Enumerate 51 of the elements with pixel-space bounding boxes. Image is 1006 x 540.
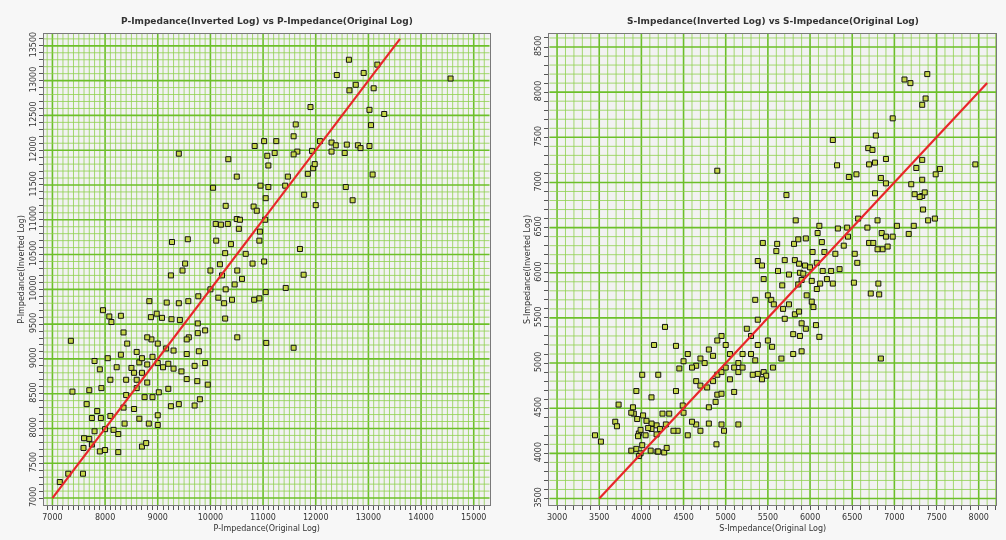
x-tick-label: 7500 (926, 512, 947, 522)
x-tick-label: 7000 (884, 512, 905, 522)
x-tick-label: 8000 (968, 512, 989, 522)
y-tick-label: 12000 (28, 136, 38, 162)
x-tick-label: 12000 (303, 512, 329, 522)
y-tick-label: 13000 (28, 66, 38, 93)
x-tick-label: 3000 (546, 512, 568, 522)
x-tick-label: 5500 (757, 512, 779, 522)
y-tick-label: 8500 (534, 35, 544, 56)
y-tick-label: 5000 (534, 351, 544, 373)
x-tick-label: 7000 (42, 512, 63, 522)
x-tick-label: 5000 (715, 512, 736, 522)
y-tick-label: 8500 (28, 382, 38, 403)
y-tick-label: 9000 (28, 347, 38, 368)
x-axis-title: P-Impedance(Original Log) (213, 523, 320, 533)
x-tick-label: 14000 (408, 512, 434, 522)
y-tick-label: 4500 (534, 396, 544, 418)
y-tick-label: 6500 (534, 216, 544, 237)
x-tick-label: 13000 (355, 512, 382, 522)
y-tick-label: 5500 (534, 306, 544, 327)
y-tick-label: 13500 (28, 31, 38, 58)
y-tick-label: 9500 (28, 312, 38, 334)
x-tick-label: 15000 (461, 512, 487, 522)
y-tick-label: 10500 (28, 240, 38, 267)
x-tick-label: 6500 (842, 512, 863, 522)
y-tick-label: 6000 (534, 261, 544, 282)
y-axis-title: P-Impedance(Inverted Log) (17, 215, 27, 324)
chart-title: S-Impedance(Inverted Log) vs S-Impedance(Original Log) (627, 16, 919, 26)
y-tick-label: 7000 (28, 486, 38, 508)
y-tick-label: 11000 (28, 205, 38, 232)
chart-title: P-Impedance(Inverted Log) vs P-Impedance(Original Log) (121, 16, 413, 26)
y-tick-label: 3500 (534, 487, 544, 508)
x-tick-label: 4500 (673, 512, 694, 522)
x-tick-label: 8000 (94, 512, 116, 522)
y-tick-label: 8000 (534, 80, 544, 102)
y-tick-label: 10000 (28, 275, 38, 301)
y-tick-label: 7500 (534, 125, 544, 147)
x-axis-title: S-Impedance(Original Log) (719, 523, 827, 533)
y-tick-label: 11500 (28, 171, 38, 197)
y-tick-label: 8000 (28, 417, 38, 438)
x-tick-label: 4000 (631, 512, 652, 522)
y-tick-label: 7500 (28, 451, 38, 473)
y-tick-label: 7000 (534, 171, 544, 192)
x-tick-label: 6000 (799, 512, 821, 522)
x-tick-label: 9000 (147, 512, 168, 522)
y-tick-label: 4000 (534, 441, 544, 463)
x-tick-label: 11000 (250, 512, 276, 522)
x-tick-label: 10000 (197, 512, 224, 522)
y-axis-title: S-Impedance(Inverted Log) (522, 214, 532, 325)
y-tick-label: 12500 (28, 101, 38, 127)
x-tick-label: 3500 (589, 512, 610, 522)
